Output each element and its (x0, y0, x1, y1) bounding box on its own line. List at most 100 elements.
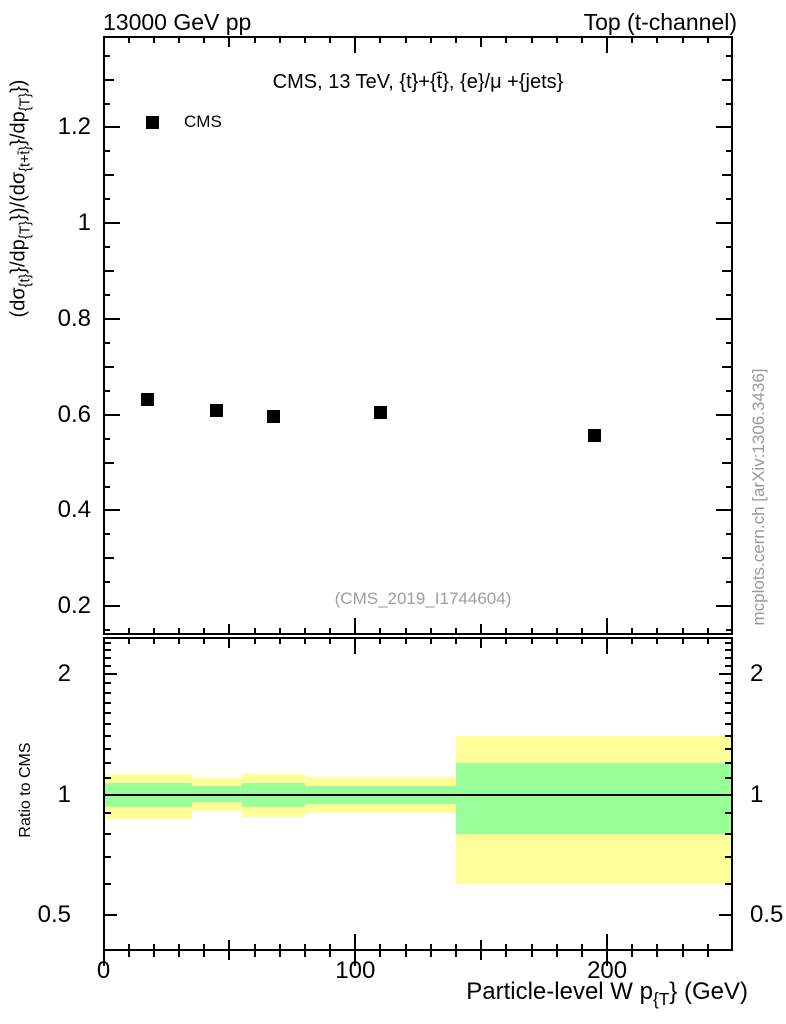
header-beam-energy: 13000 GeV pp (103, 9, 252, 35)
ratio-y-tick-label-left: 2 (57, 660, 71, 688)
ratio-band-green (191, 785, 242, 803)
tick-x-ratio-outside (127, 951, 130, 957)
tick-y-main-left (105, 461, 114, 464)
tick-y-ratio-left (105, 649, 111, 652)
tick-x-main-top (505, 38, 508, 43)
tick-x-ratio-bottom (580, 944, 583, 949)
tick-x-main-bottom (681, 628, 684, 633)
tick-x-ratio-outside (555, 951, 558, 957)
tick-y-ratio-right (725, 777, 731, 780)
tick-x-ratio-bottom (505, 944, 508, 949)
tick-x-main-bottom (530, 628, 533, 633)
tick-y-ratio-right (725, 691, 731, 694)
ratio-y-tick-label-right: 1 (750, 780, 764, 808)
tick-x-main-top (656, 38, 659, 43)
tick-x-main-top (455, 38, 458, 43)
tick-y-ratio-right (725, 723, 731, 726)
tick-x-ratio-outside (530, 951, 533, 957)
data-point-marker (373, 405, 387, 419)
data-point-marker (141, 392, 155, 406)
tick-x-main-bottom (303, 628, 306, 633)
tick-x-ratio-top (429, 639, 432, 644)
tick-x-ratio-top (178, 639, 181, 644)
tick-y-main-right (726, 294, 731, 297)
tick-x-ratio-outside (706, 951, 709, 957)
tick-x-ratio-bottom (102, 934, 105, 949)
tick-y-main-right (716, 317, 731, 320)
tick-x-main-bottom (102, 618, 105, 633)
tick-x-ratio-top (455, 639, 458, 644)
tick-x-ratio-top (505, 639, 508, 644)
data-point-marker (588, 429, 601, 443)
tick-y-main-left (105, 629, 110, 632)
tick-x-ratio-top (555, 639, 558, 644)
tick-y-ratio-left (105, 855, 111, 858)
tick-y-main-right (726, 533, 731, 536)
tick-y-main-left (105, 317, 120, 320)
tick-x-main-bottom (706, 628, 709, 633)
tick-x-main-bottom (656, 628, 659, 633)
x-tick-label: 200 (587, 957, 628, 984)
main-y-tick-label: 1 (77, 209, 91, 237)
tick-x-ratio-outside (303, 951, 306, 957)
tick-x-ratio-outside (253, 951, 256, 957)
tick-y-ratio-right (725, 664, 731, 667)
tick-x-ratio-bottom (127, 944, 130, 949)
x-tick-label: 0 (96, 957, 111, 984)
tick-y-main-right (722, 78, 731, 81)
tick-y-main-right (722, 270, 731, 273)
tick-y-main-left (105, 557, 114, 560)
tick-y-main-right (726, 102, 731, 105)
tick-y-ratio-left (105, 832, 111, 835)
tick-y-ratio-right (725, 748, 731, 751)
tick-x-main-top (203, 38, 206, 43)
tick-y-main-left (105, 222, 120, 225)
tick-y-ratio-right (725, 882, 731, 885)
tick-x-main-bottom (379, 628, 382, 633)
tick-y-main-right (726, 341, 731, 344)
x-title-sub: {T (652, 988, 670, 1009)
tick-x-ratio-top (580, 639, 583, 644)
tick-y-main-right (722, 557, 731, 560)
tick-y-main-left (105, 509, 120, 512)
main-y-tick-label: 1.2 (57, 113, 91, 141)
tick-x-ratio-outside (580, 951, 583, 957)
tick-y-ratio-left (105, 701, 111, 704)
tick-x-ratio-top (228, 639, 231, 648)
tick-x-main-top (253, 38, 256, 43)
tick-x-main-bottom (631, 628, 634, 633)
tick-x-ratio-bottom (606, 934, 609, 949)
main-y-tick-label: 0.6 (57, 400, 91, 428)
tick-x-main-top (178, 38, 181, 43)
tick-y-ratio-right (725, 701, 731, 704)
y-title-part: }/dp (7, 239, 30, 274)
tick-x-ratio-bottom (253, 944, 256, 949)
tick-y-ratio-left (105, 664, 111, 667)
tick-x-ratio-top (303, 639, 306, 644)
tick-x-ratio-top (152, 639, 155, 644)
tick-y-ratio-left (105, 748, 111, 751)
tick-x-ratio-bottom (404, 944, 407, 949)
ratio-band-green (456, 763, 731, 834)
ratio-y-tick-label-left: 0.5 (37, 901, 71, 929)
tick-x-ratio-top (379, 639, 382, 644)
tick-x-ratio-top (480, 639, 483, 648)
tick-y-ratio-left (105, 777, 111, 780)
tick-x-main-top (354, 38, 357, 53)
tick-x-main-top (278, 38, 281, 43)
tick-y-main-left (105, 270, 114, 273)
tick-y-main-right (716, 413, 731, 416)
tick-y-main-right (726, 54, 731, 57)
tick-y-main-right (722, 174, 731, 177)
tick-y-main-left (105, 581, 110, 584)
tick-x-ratio-bottom (631, 944, 634, 949)
tick-y-main-right (716, 605, 731, 608)
plot-title: CMS, 13 TeV, {t}+{t̄}, {e}/μ +{jets} (272, 71, 564, 93)
tick-x-main-bottom (580, 628, 583, 633)
tick-y-ratio-right (719, 673, 731, 676)
tick-y-main-right (726, 246, 731, 249)
tick-x-main-bottom (505, 628, 508, 633)
tick-x-ratio-outside (681, 951, 684, 957)
tick-x-ratio-outside (203, 951, 206, 957)
